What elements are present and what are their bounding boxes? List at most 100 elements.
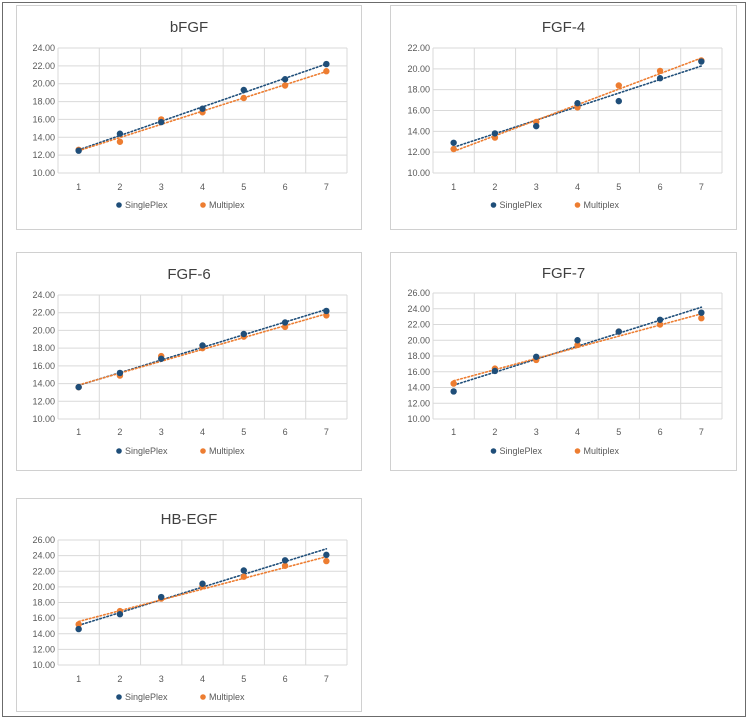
chart-title: FGF-7 — [542, 265, 585, 282]
chart-svg: bFGF 10.00 12.00 14.00 16.00 18.00 20.00 22.00 2… — [32, 19, 348, 210]
x-tick-label: 2 — [117, 182, 122, 192]
legend-label-multiplex: Multiplex — [209, 200, 245, 210]
y-tick-label: 12.00 — [407, 147, 430, 157]
point-multiplex — [656, 321, 664, 328]
point-multiplex — [116, 138, 124, 145]
y-tick-label: 16.00 — [32, 361, 55, 371]
chart-title: bFGF — [170, 19, 208, 36]
legend-marker-multiplex — [200, 448, 206, 454]
y-tick-label: 20.00 — [407, 64, 430, 74]
legend-label-multiplex: Multiplex — [209, 446, 245, 456]
point-singleplex — [323, 551, 330, 559]
y-tick-label: 24.00 — [32, 290, 55, 300]
y-tick-label: 24.00 — [407, 304, 430, 314]
legend-marker-multiplex — [574, 202, 581, 208]
x-tick-label: 1 — [451, 427, 456, 437]
legend-marker-multiplex — [574, 448, 581, 454]
point-singleplex — [281, 557, 289, 564]
y-tick-label: 14.00 — [407, 126, 430, 136]
y-tick-label: 10.00 — [32, 168, 55, 178]
point-singleplex — [533, 353, 540, 360]
legend-label-multiplex: Multiplex — [584, 446, 620, 456]
point-singleplex — [656, 75, 664, 82]
y-tick-label: 18.00 — [407, 351, 430, 361]
y-tick-label: 24.00 — [32, 43, 55, 53]
chart-svg: FGF-6 10.00 12.00 14.00 16.00 18.00 20.00 22.00… — [32, 266, 348, 456]
x-tick-label: 6 — [283, 427, 288, 437]
point-singleplex — [491, 367, 499, 375]
point-singleplex — [116, 130, 124, 137]
chart-title: FGF-4 — [542, 19, 585, 36]
chart-svg: FGF-7 10.00 12.00 14.00 16.00 18.00 20.00 22.00… — [407, 265, 723, 456]
point-singleplex — [199, 342, 206, 349]
x-tick-label: 4 — [200, 427, 205, 437]
x-tick-label: 5 — [616, 427, 621, 437]
x-tick-label: 7 — [324, 674, 329, 684]
point-singleplex — [281, 76, 289, 83]
x-tick-label: 3 — [534, 182, 539, 192]
legend-marker-multiplex — [200, 694, 206, 700]
y-tick-label: 14.00 — [32, 379, 55, 389]
x-tick-label: 5 — [241, 427, 246, 437]
legend-label-singleplex: SinglePlex — [125, 692, 168, 702]
point-singleplex — [199, 580, 206, 587]
y-tick-label: 12.00 — [407, 398, 430, 408]
y-tick-label: 26.00 — [407, 288, 430, 298]
point-singleplex — [158, 355, 165, 362]
x-tick-label: 3 — [159, 674, 164, 684]
y-tick-label: 20.00 — [407, 335, 430, 345]
x-tick-label: 6 — [658, 182, 663, 192]
point-multiplex — [281, 323, 289, 331]
x-tick-label: 2 — [492, 427, 497, 437]
point-singleplex — [75, 625, 82, 633]
point-singleplex — [698, 58, 705, 65]
chart-title: HB-EGF — [161, 511, 218, 528]
y-tick-label: 16.00 — [407, 367, 430, 377]
point-singleplex — [158, 118, 165, 126]
y-tick-label: 20.00 — [32, 582, 55, 592]
point-singleplex — [574, 337, 581, 344]
point-multiplex — [281, 562, 289, 569]
x-tick-label: 7 — [324, 182, 329, 192]
chart-svg: FGF-4 10.00 12.00 14.00 16.00 18.00 20.00 22.00… — [407, 19, 723, 210]
x-tick-label: 5 — [241, 674, 246, 684]
x-tick-label: 2 — [117, 427, 122, 437]
point-multiplex — [323, 68, 330, 75]
point-singleplex — [491, 130, 499, 137]
x-tick-label: 5 — [616, 182, 621, 192]
chart-hb-egf: HB-EGF 10.00 12.00 14.00 16.00 18.00 20.00 22.0… — [16, 498, 362, 712]
point-singleplex — [450, 388, 457, 395]
chart-bfgf: bFGF 10.00 12.00 14.00 16.00 18.00 20.00 22.00 2… — [16, 5, 362, 230]
point-multiplex — [323, 312, 330, 319]
x-tick-label: 3 — [534, 427, 539, 437]
point-singleplex — [698, 309, 705, 316]
legend-marker-singleplex — [490, 202, 497, 208]
x-tick-label: 6 — [283, 674, 288, 684]
x-tick-label: 1 — [76, 674, 81, 684]
legend-label-singleplex: SinglePlex — [500, 200, 543, 210]
y-tick-label: 22.00 — [407, 43, 430, 53]
point-multiplex — [75, 621, 82, 628]
y-tick-label: 12.00 — [32, 396, 55, 406]
legend-label-singleplex: SinglePlex — [125, 200, 168, 210]
y-tick-label: 22.00 — [407, 320, 430, 330]
y-tick-label: 10.00 — [32, 414, 55, 424]
point-singleplex — [450, 139, 457, 146]
x-tick-label: 4 — [200, 182, 205, 192]
legend-label-multiplex: Multiplex — [584, 200, 620, 210]
legend-marker-singleplex — [116, 448, 122, 454]
x-tick-label: 1 — [76, 182, 81, 192]
y-tick-label: 16.00 — [32, 613, 55, 623]
point-singleplex — [281, 319, 289, 326]
y-tick-label: 18.00 — [407, 85, 430, 95]
y-tick-label: 14.00 — [32, 629, 55, 639]
legend-marker-singleplex — [116, 202, 122, 208]
point-singleplex — [615, 328, 622, 335]
point-singleplex — [116, 611, 124, 618]
x-tick-label: 7 — [324, 427, 329, 437]
x-tick-label: 3 — [159, 182, 164, 192]
y-tick-label: 22.00 — [32, 308, 55, 318]
point-singleplex — [323, 60, 330, 68]
y-tick-label: 12.00 — [32, 644, 55, 654]
chart-fgf-6: FGF-6 10.00 12.00 14.00 16.00 18.00 20.00 22.00… — [16, 252, 362, 471]
